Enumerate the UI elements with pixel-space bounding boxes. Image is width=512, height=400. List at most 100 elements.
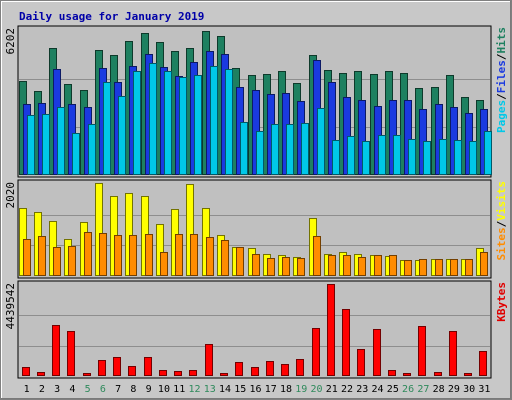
legend-entry: Pages: [495, 100, 508, 133]
bar-sites-day-31: [480, 252, 488, 276]
bar-pages-day-2: [42, 114, 50, 175]
bar-pages-day-11: [179, 77, 187, 175]
bar-kbytes-day-21: [327, 284, 335, 376]
max-value-label: 4439542: [4, 283, 17, 329]
day-label: 2: [39, 384, 45, 395]
bar-sites-day-26: [404, 260, 412, 276]
bar-sites-day-16: [252, 254, 260, 276]
day-label: 11: [173, 384, 185, 395]
bar-pages-day-22: [347, 136, 355, 175]
day-label: 5: [85, 384, 91, 395]
bar-kbytes-day-18: [281, 364, 289, 376]
day-label: 23: [356, 384, 368, 395]
legend: Pages/Files/Hits: [495, 27, 508, 133]
bar-kbytes-day-4: [67, 331, 75, 376]
day-label: 27: [417, 384, 429, 395]
day-label: 6: [100, 384, 106, 395]
bar-pages-day-20: [317, 108, 325, 175]
bar-kbytes-day-8: [128, 366, 136, 376]
day-label: 4: [69, 384, 75, 395]
bar-sites-day-12: [190, 234, 198, 276]
legend-entry: Sites: [495, 227, 508, 260]
bar-sites-day-27: [419, 259, 427, 276]
bar-kbytes-day-15: [235, 362, 243, 376]
bar-sites-day-22: [343, 255, 351, 276]
max-value-label: 2020: [4, 182, 17, 209]
bar-kbytes-day-19: [296, 359, 304, 376]
legend-entry: /: [495, 93, 508, 100]
bar-kbytes-day-23: [357, 349, 365, 376]
bar-kbytes-day-14: [220, 373, 228, 376]
day-label: 17: [265, 384, 277, 395]
bar-sites-day-14: [221, 240, 229, 276]
bar-kbytes-day-25: [388, 370, 396, 376]
bar-pages-day-31: [484, 131, 492, 175]
bar-pages-day-6: [103, 82, 111, 175]
bar-pages-day-15: [240, 122, 248, 175]
bar-kbytes-day-5: [83, 373, 91, 376]
bar-pages-day-12: [194, 75, 202, 175]
bar-kbytes-day-17: [266, 361, 274, 376]
legend-entry: /: [495, 220, 508, 227]
bar-kbytes-day-11: [174, 371, 182, 376]
legend: KBytes: [495, 282, 508, 322]
bar-pages-day-4: [72, 133, 80, 175]
bar-sites-day-9: [145, 234, 153, 276]
day-label: 21: [326, 384, 338, 395]
bar-pages-day-17: [271, 124, 279, 175]
bar-kbytes-day-29: [449, 331, 457, 376]
bar-sites-day-3: [53, 247, 61, 276]
bar-pages-day-16: [256, 131, 264, 175]
day-label: 3: [54, 384, 60, 395]
max-value-label: 6202: [4, 28, 17, 55]
series-kbytes: [22, 284, 487, 376]
day-label: 24: [372, 384, 384, 395]
bar-kbytes-day-16: [251, 367, 259, 376]
bar-kbytes-day-6: [98, 360, 106, 376]
day-label: 14: [219, 384, 231, 395]
bar-kbytes-day-20: [312, 328, 320, 376]
day-label: 18: [280, 384, 292, 395]
bar-sites-day-30: [465, 259, 473, 276]
bar-kbytes-day-24: [373, 329, 381, 376]
bar-sites-day-2: [38, 236, 46, 276]
bar-pages-day-3: [57, 107, 65, 175]
bar-kbytes-day-10: [159, 370, 167, 376]
day-label: 12: [188, 384, 200, 395]
legend-entry: /: [495, 53, 508, 60]
bar-pages-day-7: [118, 96, 126, 175]
panel-2: 2020 Sites/Visits: [4, 179, 508, 279]
bar-pages-day-1: [27, 115, 35, 175]
bar-pages-day-8: [133, 71, 141, 175]
day-label: 9: [146, 384, 152, 395]
bar-sites-day-19: [297, 258, 305, 276]
bar-pages-day-24: [378, 135, 386, 175]
day-label: 25: [387, 384, 399, 395]
bar-sites-day-24: [374, 255, 382, 276]
bar-pages-day-18: [286, 124, 294, 175]
legend-entry: Visits: [495, 181, 508, 221]
day-label: 26: [402, 384, 414, 395]
bar-kbytes-day-30: [464, 373, 472, 376]
bar-kbytes-day-9: [144, 357, 152, 376]
day-label: 13: [204, 384, 216, 395]
legend: Sites/Visits: [495, 181, 508, 261]
day-label: 7: [115, 384, 121, 395]
day-label: 30: [463, 384, 475, 395]
bar-sites-day-21: [328, 255, 336, 276]
bar-pages-day-13: [210, 66, 218, 175]
bar-sites-day-11: [175, 234, 183, 276]
bar-pages-day-25: [393, 135, 401, 175]
plot-area: [17, 280, 492, 379]
panel-3: 4439542 KBytes: [4, 280, 508, 379]
bar-pages-day-26: [408, 139, 416, 175]
bar-kbytes-day-13: [205, 344, 213, 376]
bar-pages-day-21: [332, 140, 340, 175]
bar-sites-day-1: [23, 239, 31, 276]
bar-pages-day-28: [439, 139, 447, 175]
day-label: 10: [158, 384, 170, 395]
day-label: 29: [448, 384, 460, 395]
bar-kbytes-day-1: [22, 367, 30, 376]
bar-pages-day-27: [423, 141, 431, 175]
